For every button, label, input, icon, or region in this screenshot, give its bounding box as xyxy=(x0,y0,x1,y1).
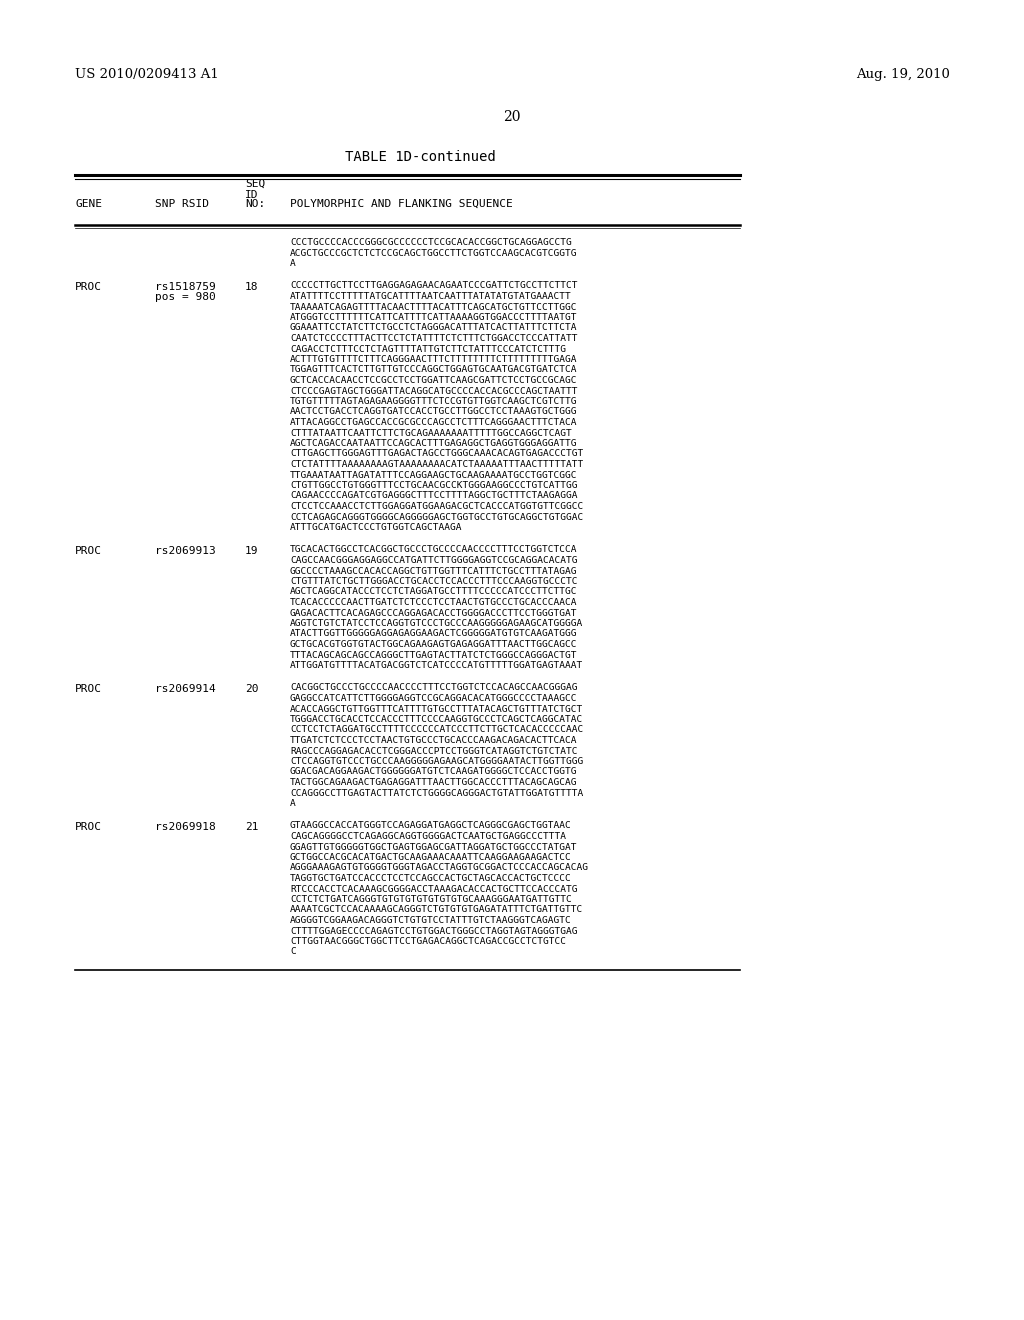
Text: CTTTTGGAGECCCCAGAGTCCTGTGGACTGGGCCTAGGTAGTAGGGTGAG: CTTTTGGAGECCCCAGAGTCCTGTGGACTGGGCCTAGGTA… xyxy=(290,927,578,936)
Text: CCCCCTTGCTTCCTTGAGGAGAGAACAGAATCCCGATTCTGCCTTCTTCT: CCCCCTTGCTTCCTTGAGGAGAGAACAGAATCCCGATTCT… xyxy=(290,281,578,290)
Text: NO:: NO: xyxy=(245,199,265,209)
Text: CACGGCTGCCCTGCCCCAACCCCTTTCCTGGTCTCCACAGCCAACGGGAG: CACGGCTGCCCTGCCCCAACCCCTTTCCTGGTCTCCACAG… xyxy=(290,684,578,693)
Text: GGACGACAGGAAGACTGGGGGGATGTCTCAAGATGGGGCTCCACCTGGTG: GGACGACAGGAAGACTGGGGGGATGTCTCAAGATGGGGCT… xyxy=(290,767,578,776)
Text: CCCTGCCCCACCCGGGCGCCCCCCTCCGCACACCGGCTGCAGGAGCCTG: CCCTGCCCCACCCGGGCGCCCCCCTCCGCACACCGGCTGC… xyxy=(290,238,571,247)
Text: TTGAAATAATTAGATATTTCCAGGAAGCTGCAAGAAAATGCCTGGTCGGC: TTGAAATAATTAGATATTTCCAGGAAGCTGCAAGAAAATG… xyxy=(290,470,578,479)
Text: CTCCAGGTGTCCCTGCCCAAGGGGGAGAAGCATGGGGAATACTTGGTTGGG: CTCCAGGTGTCCCTGCCCAAGGGGGAGAAGCATGGGGAAT… xyxy=(290,756,584,766)
Text: GAGACACTTCACAGAGCCCAGGAGACACCTGGGGACCCTTCCTGGGTGAT: GAGACACTTCACAGAGCCCAGGAGACACCTGGGGACCCTT… xyxy=(290,609,578,618)
Text: CCTCCTCTAGGATGCCTTTTCCCCCCATCCCTTCTTGCTCACACCCCCAAC: CCTCCTCTAGGATGCCTTTTCCCCCCATCCCTTCTTGCTC… xyxy=(290,726,584,734)
Text: CTTTATAATTCAATTCTTCTGCAGAAAAAAATTTTTGGCCAGGCTCAGT: CTTTATAATTCAATTCTTCTGCAGAAAAAAATTTTTGGCC… xyxy=(290,429,571,437)
Text: POLYMORPHIC AND FLANKING SEQUENCE: POLYMORPHIC AND FLANKING SEQUENCE xyxy=(290,199,513,209)
Text: CTCCCGAGTAGCTGGGATTACAGGCATGCCCCACCACGCCCAGCTAATTT: CTCCCGAGTAGCTGGGATTACAGGCATGCCCCACCACGCC… xyxy=(290,387,578,396)
Text: CTCCTCCAAACCTCTTGGAGGATGGAAGACGCTCACCCATGGTGTTCGGCC: CTCCTCCAAACCTCTTGGAGGATGGAAGACGCTCACCCAT… xyxy=(290,502,584,511)
Text: CAGAACCCCAGATCGTGAGGGCTTTCCTTTTAGGCTGCTTTCTAAGAGGA: CAGAACCCCAGATCGTGAGGGCTTTCCTTTTAGGCTGCTT… xyxy=(290,491,578,500)
Text: rs2069914: rs2069914 xyxy=(155,684,216,693)
Text: A: A xyxy=(290,799,296,808)
Text: TABLE 1D-continued: TABLE 1D-continued xyxy=(345,150,496,164)
Text: pos = 980: pos = 980 xyxy=(155,292,216,302)
Text: GGCCCCTAAAGCCACACCAGGCTGTTGGTTTCATTTCTGCCTTTATAGAG: GGCCCCTAAAGCCACACCAGGCTGTTGGTTTCATTTCTGC… xyxy=(290,566,578,576)
Text: CAATCTCCCCTTTACTTCCTCTATTTTCTCTTTCTGGACCTCCCATTATT: CAATCTCCCCTTTACTTCCTCTATTTTCTCTTTCTGGACC… xyxy=(290,334,578,343)
Text: AAAATCGCTCCACAAAAGCAGGGTCTGTGTGTGAGATATTTCTGATTGTTC: AAAATCGCTCCACAAAAGCAGGGTCTGTGTGTGAGATATT… xyxy=(290,906,584,915)
Text: SEQ: SEQ xyxy=(245,180,265,189)
Text: GGAAATTCCTATCTTCTGCCTCTAGGGACATTTATCACTTATTTCTTCTA: GGAAATTCCTATCTTCTGCCTCTAGGGACATTTATCACTT… xyxy=(290,323,578,333)
Text: GTAAGGCCACCATGGGTCCAGAGGATGAGGCTCAGGGCGAGCTGGTAAC: GTAAGGCCACCATGGGTCCAGAGGATGAGGCTCAGGGCGA… xyxy=(290,821,571,830)
Text: ATATTTTCCTTTTTATGCATTTTAATCAATTTATATATGTATGAAACTT: ATATTTTCCTTTTTATGCATTTTAATCAATTTATATATGT… xyxy=(290,292,571,301)
Text: 19: 19 xyxy=(245,545,258,556)
Text: TGTGTTTTTAGTAGAGAAGGGGTTTCTCCGTGTTGGTCAAGCTCGTCTTG: TGTGTTTTTAGTAGAGAAGGGGTTTCTCCGTGTTGGTCAA… xyxy=(290,397,578,407)
Text: ATTGGATGTTTTACATGACGGTCTCATCCCCATGTTTTTGGATGAGTAAAT: ATTGGATGTTTTACATGACGGTCTCATCCCCATGTTTTTG… xyxy=(290,661,584,671)
Text: ID: ID xyxy=(245,190,258,201)
Text: ATGGGTCCTTTTTTCATTCATTTTCATTAAAAGGTGGACCCTTTTAATGT: ATGGGTCCTTTTTTCATTCATTTTCATTAAAAGGTGGACC… xyxy=(290,313,578,322)
Text: 18: 18 xyxy=(245,281,258,292)
Text: GAGGCCATCATTCTTGGGGAGGTCCGCAGGACACATGGGCCCCTAAAGCC: GAGGCCATCATTCTTGGGGAGGTCCGCAGGACACATGGGC… xyxy=(290,694,578,704)
Text: CAGCCAACGGGAGGAGGCCATGATTCTTGGGGAGGTCCGCAGGACACATG: CAGCCAACGGGAGGAGGCCATGATTCTTGGGGAGGTCCGC… xyxy=(290,556,578,565)
Text: TACTGGCAGAAGACTGAGAGGATTTAACTTGGCACCCTTTACAGCAGCAG: TACTGGCAGAAGACTGAGAGGATTTAACTTGGCACCCTTT… xyxy=(290,777,578,787)
Text: CTGTTTATCTGCTTGGGACCTGCACCTCCACCCTTTCCCAAGGTGCCCTC: CTGTTTATCTGCTTGGGACCTGCACCTCCACCCTTTCCCA… xyxy=(290,577,578,586)
Text: TTTACAGCAGCAGCCAGGGCTTGAGTACTTATCTCTGGGCCAGGGACTGT: TTTACAGCAGCAGCCAGGGCTTGAGTACTTATCTCTGGGC… xyxy=(290,651,578,660)
Text: ACGCTGCCCGCTCTCTCCGCAGCTGGCCTTCTGGTCCAAGCACGTCGGTG: ACGCTGCCCGCTCTCTCCGCAGCTGGCCTTCTGGTCCAAG… xyxy=(290,248,578,257)
Text: AGGGAAAGAGTGTGGGGTGGGTAGACCTAGGTGCGGACTCCCACCAGCACAG: AGGGAAAGAGTGTGGGGTGGGTAGACCTAGGTGCGGACTC… xyxy=(290,863,589,873)
Text: RTCCCACCTCACAAAGCGGGGACCTAAAGACACCACTGCTTCCACCCATG: RTCCCACCTCACAAAGCGGGGACCTAAAGACACCACTGCT… xyxy=(290,884,578,894)
Text: GCTGCACGTGGTGTACTGGCAGAAGAGTGAGAGGATTTAACTTGGCAGCC: GCTGCACGTGGTGTACTGGCAGAAGAGTGAGAGGATTTAA… xyxy=(290,640,578,649)
Text: PROC: PROC xyxy=(75,821,102,832)
Text: RAGCCCAGGAGACACCTCGGGACCCPTCCTGGGTCATAGGTCTGTCTATC: RAGCCCAGGAGACACCTCGGGACCCPTCCTGGGTCATAGG… xyxy=(290,747,578,755)
Text: TCACACCCCCAACTTGATCTCTCCCTCCTAACTGTGCCCTGCACCCAACА: TCACACCCCCAACTTGATCTCTCCCTCCTAACTGTGCCCT… xyxy=(290,598,578,607)
Text: AGGGGTCGGAAGACAGGGTCTGTGTCCTATTTGTCTAAGGGTCAGAGTC: AGGGGTCGGAAGACAGGGTCTGTGTCCTATTTGTCTAAGG… xyxy=(290,916,571,925)
Text: GCTCACCACAACCTCCGCCTCCTGGATTCAAGCGATTCTCCTGCCGCAGC: GCTCACCACAACCTCCGCCTCCTGGATTCAAGCGATTCTC… xyxy=(290,376,578,385)
Text: CTCTATTTTAAAAAAAAGTAAAAAAAACATCTAAAAATTTAACTTTTTATT: CTCTATTTTAAAAAAAAGTAAAAAAAACATCTAAAAATTT… xyxy=(290,459,584,469)
Text: TGGAGTTTCACTCTTGTTGTCCCAGGCTGGAGTGCAATGACGTGATCTCA: TGGAGTTTCACTCTTGTTGTCCCAGGCTGGAGTGCAATGA… xyxy=(290,366,578,375)
Text: TAGGTGCTGATCCACCCTCCTCCAGCCACTGCTAGCACCACTGCTCCCC: TAGGTGCTGATCCACCCTCCTCCAGCCACTGCTAGCACCA… xyxy=(290,874,571,883)
Text: ATTACAGGCCTGAGCCACCGCGCCCAGCCTCTTTCAGGGAACTTTCTACA: ATTACAGGCCTGAGCCACCGCGCCCAGCCTCTTTCAGGGA… xyxy=(290,418,578,426)
Text: AACTCCTGACCTCAGGTGATCCACCTGCCTTGGCCTCCTAAAGTGCTGGG: AACTCCTGACCTCAGGTGATCCACCTGCCTTGGCCTCCTA… xyxy=(290,408,578,417)
Text: GCTGGCCACGCACATGACTGCAAGAAACAAATTCAAGGAAGAAGACTCC: GCTGGCCACGCACATGACTGCAAGAAACAAATTCAAGGAA… xyxy=(290,853,571,862)
Text: CAGCAGGGGCCTCAGAGGCAGGTGGGGACTCAATGCTGAGGCCCTTTA: CAGCAGGGGCCTCAGAGGCAGGTGGGGACTCAATGCTGAG… xyxy=(290,832,566,841)
Text: CCTCAGAGCAGGGTGGGGCAGGGGGAGCTGGTGCCTGTGCAGGCTGTGGAC: CCTCAGAGCAGGGTGGGGCAGGGGGAGCTGGTGCCTGTGC… xyxy=(290,512,584,521)
Text: TGGGACCTGCACCTCCACCCTTTCCCCAAGGTGCCCTCAGCTCAGGCATAC: TGGGACCTGCACCTCCACCCTTTCCCCAAGGTGCCCTCAG… xyxy=(290,715,584,723)
Text: 21: 21 xyxy=(245,821,258,832)
Text: AGCTCAGGCATACCCTCCTCTAGGATGCCTTTTCCCCCATCCCTTCTTGC: AGCTCAGGCATACCCTCCTCTAGGATGCCTTTTCCCCCAT… xyxy=(290,587,578,597)
Text: rs2069918: rs2069918 xyxy=(155,821,216,832)
Text: GGAGTTGTGGGGGTGGCTGAGTGGAGCGATTAGGATGCTGGCCCTATGAT: GGAGTTGTGGGGGTGGCTGAGTGGAGCGATTAGGATGCTG… xyxy=(290,842,578,851)
Text: CTTGAGCTTGGGAGTTTGAGACTAGCCTGGGCAAACACAGTGAGACCCTGT: CTTGAGCTTGGGAGTTTGAGACTAGCCTGGGCAAACACAG… xyxy=(290,450,584,458)
Text: CTTGGTAACGGGCTGGCTTCCTGAGACAGGCTCAGACCGCCTCTGTCC: CTTGGTAACGGGCTGGCTTCCTGAGACAGGCTCAGACCGC… xyxy=(290,937,566,946)
Text: SNP RSID: SNP RSID xyxy=(155,199,209,209)
Text: US 2010/0209413 A1: US 2010/0209413 A1 xyxy=(75,69,219,81)
Text: AGGTCTGTCTATCCTCCAGGTGTCCCTGCCCAAGGGGGAGAAGCATGGGGA: AGGTCTGTCTATCCTCCAGGTGTCCCTGCCCAAGGGGGAG… xyxy=(290,619,584,628)
Text: ATACTTGGTTGGGGGAGGAGAGGAAGACTCGGGGGATGTGTCAAGATGGG: ATACTTGGTTGGGGGAGGAGAGGAAGACTCGGGGGATGTG… xyxy=(290,630,578,639)
Text: PROC: PROC xyxy=(75,545,102,556)
Text: CAGACCTCTTTCCTCTAGTTTTATTGTCTTCTATTTCCCATCTCTTTG: CAGACCTCTTTCCTCTAGTTTTATTGTCTTCTATTTCCCA… xyxy=(290,345,566,354)
Text: Aug. 19, 2010: Aug. 19, 2010 xyxy=(856,69,950,81)
Text: ATTTGCATGACTCCCTGTGGTCAGCTAAGA: ATTTGCATGACTCCCTGTGGTCAGCTAAGA xyxy=(290,523,463,532)
Text: A: A xyxy=(290,259,296,268)
Text: rs1518759: rs1518759 xyxy=(155,281,216,292)
Text: AGCTCAGACCAATAATTCCAGCACTTTGAGAGGCTGAGGTGGGAGGATTG: AGCTCAGACCAATAATTCCAGCACTTTGAGAGGCTGAGGT… xyxy=(290,440,578,447)
Text: rs2069913: rs2069913 xyxy=(155,545,216,556)
Text: CTGTTGGCCTGTGGGTTTCCTGCAACGCCKTGGGAAGGCCCTGTCATTGG: CTGTTGGCCTGTGGGTTTCCTGCAACGCCKTGGGAAGGCC… xyxy=(290,480,578,490)
Text: 20: 20 xyxy=(245,684,258,693)
Text: 20: 20 xyxy=(503,110,521,124)
Text: ACACCAGGCTGTTGGTTTCATTTTGTGCCTTTATACAGCTGTTTATCTGCT: ACACCAGGCTGTTGGTTTCATTTTGTGCCTTTATACAGCT… xyxy=(290,705,584,714)
Text: CCAGGGCCTTGAGTACTTATCTCTGGGGCAGGGACTGTATTGGATGTTTTA: CCAGGGCCTTGAGTACTTATCTCTGGGGCAGGGACTGTAT… xyxy=(290,788,584,797)
Text: GENE: GENE xyxy=(75,199,102,209)
Text: TAAAAATCAGAGTTTTACAACTTTTACATTTCAGCATGCTGTTCCTTGGC: TAAAAATCAGAGTTTTACAACTTTTACATTTCAGCATGCT… xyxy=(290,302,578,312)
Text: PROC: PROC xyxy=(75,281,102,292)
Text: TGCACACTGGCCTCACGGCTGCCCTGCCCCAACCCCTTTCCTGGTCTCCA: TGCACACTGGCCTCACGGCTGCCCTGCCCCAACCCCTTTC… xyxy=(290,545,578,554)
Text: PROC: PROC xyxy=(75,684,102,693)
Text: TTGATCTCTCCCTCCTAACTGTGCCCTGCACCCAAGACAGACACTTCACA: TTGATCTCTCCCTCCTAACTGTGCCCTGCACCCAAGACAG… xyxy=(290,737,578,744)
Text: CCTCTCTGATCAGGGTGTGTGTGTGTGTGTGCAAAGGGAATGATTGTTC: CCTCTCTGATCAGGGTGTGTGTGTGTGTGTGCAAAGGGAA… xyxy=(290,895,571,904)
Text: ACTTTGTGTTTTCTTTCAGGGAACTTTCTTTTTTTTCTTTTTTTTTGAGA: ACTTTGTGTTTTCTTTCAGGGAACTTTCTTTTTTTTCTTT… xyxy=(290,355,578,364)
Text: C: C xyxy=(290,948,296,957)
